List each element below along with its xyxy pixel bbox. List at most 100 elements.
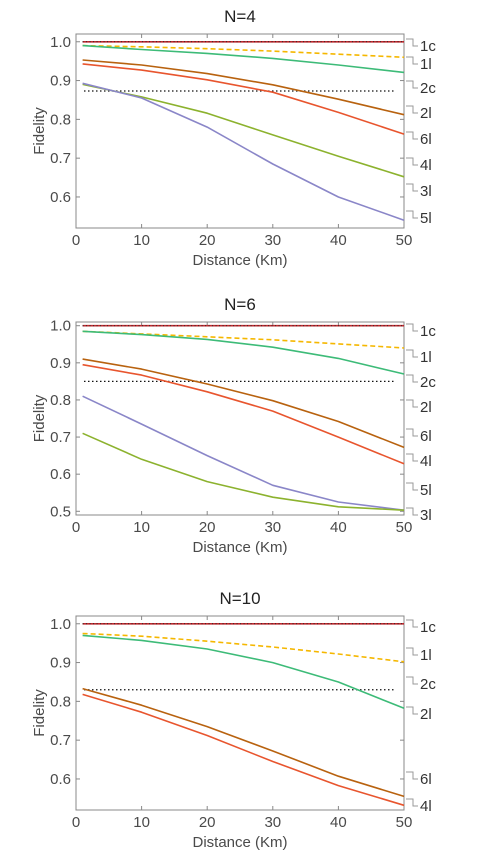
x-tick-label: 40 (330, 232, 347, 249)
series-line-2c (82, 330, 405, 375)
x-tick-label: 10 (133, 519, 150, 536)
legend-label-1c: 1c (420, 323, 436, 340)
legend-connector (406, 349, 418, 358)
legend-label-1l: 1l (420, 349, 432, 366)
x-tick-label: 30 (264, 814, 281, 831)
y-tick-label: 0.6 (50, 466, 71, 483)
legend-label-6l: 6l (420, 131, 432, 148)
legend-connector (406, 676, 418, 685)
plot-frame (75, 33, 405, 229)
chart-title: N=4 (224, 7, 256, 26)
legend-label-5l: 5l (420, 210, 432, 227)
legend-label-4l: 4l (420, 798, 432, 815)
legend-label-1c: 1c (420, 619, 436, 636)
legend-connector (406, 131, 418, 140)
legend-label-2c: 2c (420, 676, 436, 693)
legend-connector (406, 374, 418, 383)
x-tick-label: 50 (396, 519, 413, 536)
legend-connector (406, 428, 418, 437)
legend-connector (406, 399, 418, 408)
legend-label-4l: 4l (420, 157, 432, 174)
legend-connector (406, 771, 418, 780)
x-tick-label: 20 (199, 519, 216, 536)
series-line-5l (82, 432, 405, 511)
series-line-2l (82, 687, 405, 798)
legend-connector (406, 619, 418, 628)
legend-label-1l: 1l (420, 647, 432, 664)
legend-label-2c: 2c (420, 374, 436, 391)
legend-label-2l: 2l (420, 399, 432, 416)
series-line-2c (82, 44, 405, 74)
series-line-4l (82, 395, 405, 511)
legend-connector (406, 210, 418, 219)
x-tick-label: 40 (330, 814, 347, 831)
y-tick-label: 0.6 (50, 771, 71, 788)
y-tick-label: 1.0 (50, 318, 71, 335)
y-tick-label: 0.8 (50, 693, 71, 710)
legend-label-6l: 6l (420, 771, 432, 788)
legend-label-3l: 3l (420, 183, 432, 200)
y-tick-label: 0.8 (50, 111, 71, 128)
y-axis-label: Fidelity (31, 107, 48, 155)
series-line-6l (82, 693, 405, 807)
y-tick-label: 0.9 (50, 355, 71, 372)
x-tick-label: 20 (199, 814, 216, 831)
legend-connector (406, 157, 418, 166)
y-axis-label: Fidelity (31, 394, 48, 442)
legend-label-1l: 1l (420, 56, 432, 73)
legend-label-6l: 6l (420, 428, 432, 445)
y-tick-label: 1.0 (50, 34, 71, 51)
x-tick-label: 20 (199, 232, 216, 249)
series-line-4l (82, 83, 405, 178)
legend-label-2l: 2l (420, 706, 432, 723)
legend-label-3l: 3l (420, 507, 432, 524)
legend-label-1c: 1c (420, 38, 436, 55)
series-line-1l (82, 44, 405, 59)
x-tick-label: 30 (264, 232, 281, 249)
x-tick-label: 0 (72, 814, 80, 831)
x-tick-label: 10 (133, 232, 150, 249)
series-line-6l (82, 63, 405, 135)
y-tick-label: 0.9 (50, 73, 71, 90)
y-axis-label: Fidelity (31, 689, 48, 737)
plot-frame (75, 321, 405, 516)
y-tick-label: 0.5 (50, 503, 71, 520)
y-tick-label: 0.7 (50, 150, 71, 167)
legend-connector (406, 482, 418, 491)
x-tick-label: 50 (396, 232, 413, 249)
y-tick-label: 0.8 (50, 392, 71, 409)
legend-connector (406, 706, 418, 715)
legend-label-4l: 4l (420, 453, 432, 470)
chart-panel-1: N=4 0 10 20 30 40 50 0.6 0.7 0.8 0.9 1.0 Distance (K… (31, 7, 436, 269)
legend-connector (406, 105, 418, 114)
x-tick-label: 50 (396, 814, 413, 831)
y-tick-label: 1.0 (50, 616, 71, 633)
x-axis-label: Distance (Km) (192, 252, 287, 269)
x-tick-label: 30 (264, 519, 281, 536)
legend-label-2c: 2c (420, 80, 436, 97)
legend-label-5l: 5l (420, 482, 432, 499)
y-tick-label: 0.6 (50, 189, 71, 206)
plot-frame (75, 615, 405, 811)
chart-panel-3: N=10 0 10 20 30 40 50 0.6 0.7 0.8 0.9 1.0 Distance (… (31, 589, 436, 851)
series-line-6l (82, 363, 405, 465)
x-tick-label: 0 (72, 232, 80, 249)
legend-connector (406, 507, 418, 516)
series-line-3l (82, 82, 405, 221)
series-line-2c (82, 634, 405, 710)
x-axis-label: Distance (Km) (192, 539, 287, 556)
chart-title: N=6 (224, 295, 256, 314)
x-axis-label: Distance (Km) (192, 834, 287, 851)
legend-connector (406, 323, 418, 332)
x-tick-label: 0 (72, 519, 80, 536)
chart-title: N=10 (219, 589, 260, 608)
x-tick-label: 10 (133, 814, 150, 831)
series-line-1l (82, 632, 405, 663)
x-tick-label: 40 (330, 519, 347, 536)
y-tick-label: 0.7 (50, 429, 71, 446)
series-line-2l (82, 59, 405, 116)
legend-connector (406, 56, 418, 65)
legend-label-2l: 2l (420, 105, 432, 122)
legend-connector (406, 38, 418, 47)
